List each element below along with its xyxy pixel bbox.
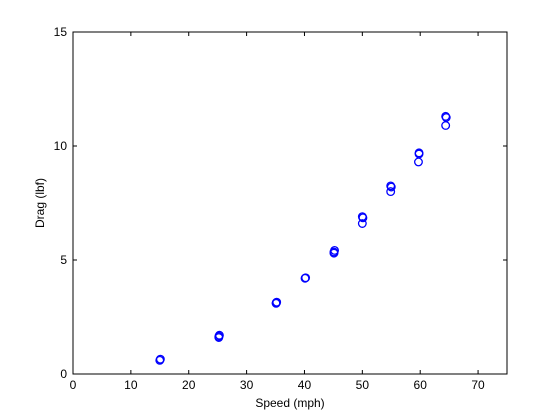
x-tick-label: 0 [70, 378, 77, 392]
y-tick-label: 10 [54, 139, 68, 153]
data-point [214, 331, 224, 341]
data-point [271, 298, 281, 308]
y-axis: 0 5 10 15 [54, 25, 507, 381]
data-point [155, 354, 165, 364]
data-point [301, 273, 311, 283]
data-point [386, 187, 396, 197]
y-tick-label: 0 [60, 367, 67, 381]
x-tick-label: 30 [240, 378, 254, 392]
data-point [358, 213, 368, 223]
x-axis: 0 10 20 30 40 50 60 70 [70, 32, 485, 392]
x-tick-label: 70 [471, 378, 485, 392]
data-points [155, 111, 451, 365]
y-axis-label: Drag (lbf) [33, 178, 47, 228]
data-point [414, 149, 424, 159]
x-tick-label: 50 [356, 378, 370, 392]
y-tick-label: 15 [54, 25, 68, 39]
x-tick-label: 40 [298, 378, 312, 392]
x-tick-label: 10 [124, 378, 138, 392]
data-point [386, 182, 396, 192]
x-tick-label: 20 [182, 378, 196, 392]
y-tick-label: 5 [60, 253, 67, 267]
data-point [357, 219, 367, 228]
x-tick-label: 60 [414, 378, 428, 392]
data-point [441, 113, 451, 122]
plot-area [72, 31, 508, 375]
data-point [329, 247, 339, 257]
x-axis-label: Speed (mph) [255, 396, 324, 410]
